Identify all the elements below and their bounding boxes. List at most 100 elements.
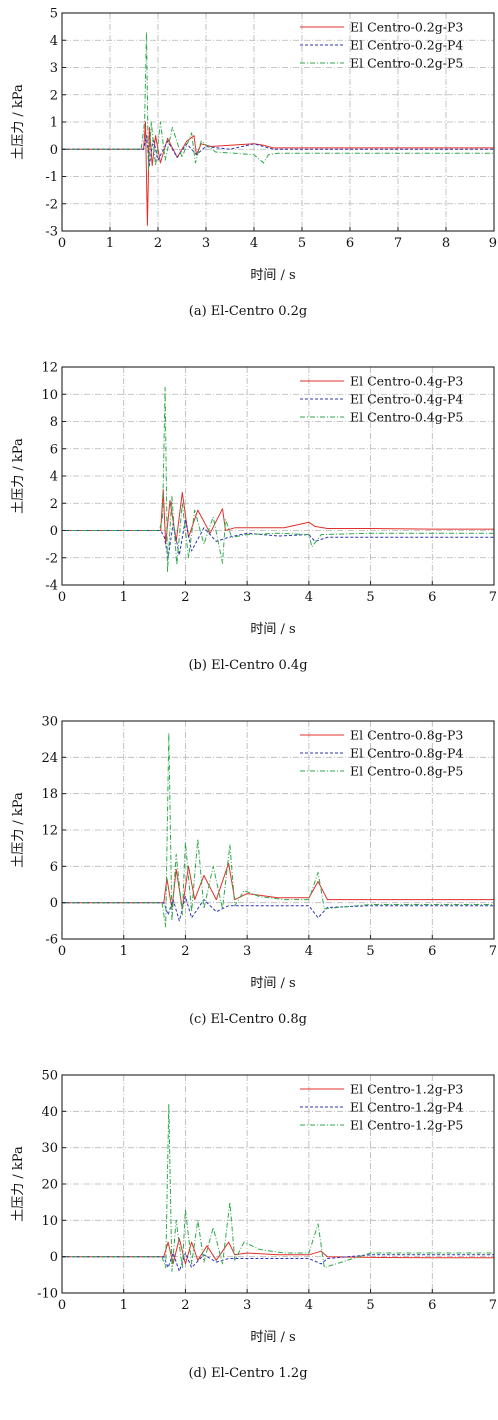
legend: El Centro-0.4g-P3 El Centro-0.4g-P4 El Cen… — [300, 374, 463, 425]
legend-label: El Centro-0.4g-P3 — [350, 374, 463, 389]
y-tick-label: 50 — [41, 1069, 58, 1084]
y-tick-label: 0 — [50, 524, 58, 539]
x-tick-label: 0 — [58, 944, 66, 959]
y-tick-label: 30 — [41, 1141, 58, 1156]
x-tick-label: 5 — [298, 236, 306, 251]
legend-label: El Centro-1.2g-P3 — [350, 1082, 463, 1097]
x-tick-label: 2 — [154, 236, 162, 251]
x-axis-title: 时间 / s — [250, 622, 295, 637]
x-tick-label: 2 — [181, 1298, 189, 1313]
legend-label: El Centro-0.8g-P5 — [350, 764, 463, 779]
series-line-p4 — [62, 896, 494, 922]
x-tick-label: 9 — [489, 236, 497, 251]
y-tick-label: 18 — [41, 787, 58, 802]
series-line-p3 — [62, 862, 494, 910]
y-tick-label: 10 — [41, 1214, 58, 1229]
x-tick-label: 1 — [120, 944, 128, 959]
x-tick-label: 2 — [181, 590, 189, 605]
y-tick-label: -10 — [37, 1287, 58, 1302]
y-tick-label: 24 — [41, 751, 58, 766]
legend-label: El Centro-0.4g-P4 — [350, 392, 463, 407]
legend-label: El Centro-0.2g-P3 — [350, 20, 463, 35]
series-line-p4 — [62, 519, 494, 559]
y-tick-label: 2 — [50, 497, 58, 512]
x-tick-label: 3 — [243, 944, 251, 959]
x-tick-label: 6 — [428, 944, 436, 959]
series-line-p3 — [62, 1238, 494, 1265]
x-tick-label: 4 — [305, 944, 313, 959]
series-line-p3 — [62, 121, 494, 226]
y-tick-label: 4 — [50, 34, 58, 49]
y-tick-label: 30 — [41, 715, 58, 730]
y-tick-label: 12 — [41, 824, 58, 839]
legend-label: El Centro-1.2g-P4 — [350, 1100, 463, 1115]
series-line-p5 — [62, 732, 494, 928]
y-axis-title: 土压力 / kPa — [11, 84, 26, 160]
y-tick-label: 2 — [50, 88, 58, 103]
y-tick-label: 3 — [50, 61, 58, 76]
y-tick-label: 5 — [50, 7, 58, 22]
x-tick-label: 6 — [428, 590, 436, 605]
series-line-p4 — [62, 1252, 494, 1272]
series-line-p4 — [62, 135, 494, 167]
y-axis-title: 土压力 / kPa — [11, 438, 26, 514]
legend-label: El Centro-0.2g-P4 — [350, 38, 463, 53]
x-tick-label: 0 — [58, 1298, 66, 1313]
y-tick-label: -1 — [45, 170, 58, 185]
y-tick-label: 1 — [50, 116, 58, 131]
x-tick-label: 3 — [243, 1298, 251, 1313]
y-tick-label: 10 — [41, 388, 58, 403]
x-tick-label: 5 — [366, 1298, 374, 1313]
x-tick-label: 4 — [250, 236, 258, 251]
y-tick-label: -2 — [45, 197, 58, 212]
legend-label: El Centro-1.2g-P5 — [350, 1118, 463, 1133]
panel-caption: (a) El-Centro 0.2g — [189, 304, 307, 319]
x-tick-label: 5 — [366, 944, 374, 959]
y-tick-label: 12 — [41, 361, 58, 376]
y-axis-title: 土压力 / kPa — [11, 1146, 26, 1222]
x-tick-label: 0 — [58, 590, 66, 605]
chart-panel: 0 1 2 3 4 5 6 7 8 9 -3 -2 -1 0 1 2 3 4 5 时间 / s 土压力 / kPa (a)… — [11, 7, 497, 320]
x-tick-label: 8 — [442, 236, 450, 251]
x-tick-label: 0 — [58, 236, 66, 251]
x-tick-label: 1 — [106, 236, 114, 251]
x-tick-label: 1 — [120, 1298, 128, 1313]
y-tick-label: 4 — [50, 470, 58, 485]
x-tick-label: 4 — [305, 590, 313, 605]
series-line-p5 — [62, 1103, 494, 1272]
x-tick-label: 6 — [346, 236, 354, 251]
y-tick-label: 0 — [50, 896, 58, 911]
x-tick-label: 1 — [120, 590, 128, 605]
y-tick-label: -3 — [45, 225, 58, 240]
legend: El Centro-0.2g-P3 El Centro-0.2g-P4 El Cen… — [300, 20, 463, 71]
y-tick-label: 40 — [41, 1105, 58, 1120]
x-tick-label: 2 — [181, 944, 189, 959]
y-tick-label: -4 — [45, 579, 58, 594]
panel-caption: (b) El-Centro 0.4g — [188, 658, 307, 673]
x-tick-label: 7 — [489, 1298, 497, 1313]
x-tick-label: 5 — [366, 590, 374, 605]
panel-caption: (d) El-Centro 1.2g — [188, 1366, 307, 1381]
x-tick-label: 7 — [489, 944, 497, 959]
legend: El Centro-1.2g-P3 El Centro-1.2g-P4 El Cen… — [300, 1082, 463, 1133]
y-tick-label: 0 — [50, 1250, 58, 1265]
series-line-p5 — [62, 31, 494, 172]
panel-caption: (c) El-Centro 0.8g — [189, 1012, 307, 1027]
legend-label: El Centro-0.8g-P4 — [350, 746, 463, 761]
x-tick-label: 6 — [428, 1298, 436, 1313]
y-tick-label: 8 — [50, 415, 58, 430]
y-tick-label: 0 — [50, 143, 58, 158]
x-axis-title: 时间 / s — [250, 1330, 295, 1345]
legend-label: El Centro-0.8g-P3 — [350, 728, 463, 743]
x-tick-label: 7 — [394, 236, 402, 251]
y-axis-title: 土压力 / kPa — [11, 792, 26, 868]
y-tick-label: -6 — [45, 933, 58, 948]
series-line-p3 — [62, 489, 494, 545]
y-tick-label: 20 — [41, 1178, 58, 1193]
x-axis-title: 时间 / s — [250, 268, 295, 283]
y-tick-label: 6 — [50, 860, 58, 875]
